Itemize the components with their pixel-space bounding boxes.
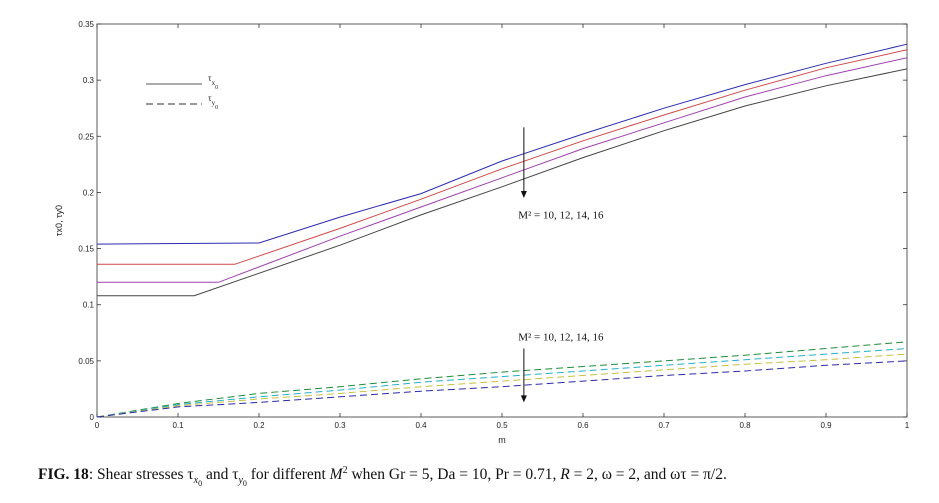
x-tick-label: 1 <box>905 421 910 430</box>
y-tick-label: 0.35 <box>78 20 94 29</box>
series-line-8 <box>96 360 908 418</box>
caption-tail: = 2, ω = 2, and ωτ = π/2. <box>569 466 727 484</box>
caption-mid1: and τ <box>202 466 239 484</box>
series-line-3 <box>97 57 908 283</box>
y-tick-label: 0.2 <box>83 188 95 197</box>
series-line-6 <box>96 348 908 418</box>
x-tick-label: 0.7 <box>658 421 670 430</box>
annotation-arrow-head <box>520 395 527 403</box>
figure-caption: FIG. 18: Shear stresses τx0 and τy0 for … <box>38 465 727 489</box>
plot-frame <box>96 23 908 418</box>
caption-mid2: for different <box>246 466 330 484</box>
x-axis-title: m <box>498 435 506 445</box>
shear-stress-chart: 0 0.1 0.2 0.3 0.4 0.5 0.6 0.7 0.8 0.9 1 0 0.05 0.1 0.1… <box>54 20 910 445</box>
annotation-m2-values: M² = 10, 12, 14, 16 <box>518 209 604 221</box>
y-axis-title: τx0, τy0 <box>54 205 64 236</box>
x-tick-label: 0.8 <box>739 421 751 430</box>
y-tick-label: 0.05 <box>78 357 94 366</box>
x-tick-label: 0 <box>95 421 100 430</box>
x-tick-label: 0.6 <box>577 421 589 430</box>
annotation-m2-values: M² = 10, 12, 14, 16 <box>518 332 604 344</box>
series-line-7 <box>96 353 908 418</box>
x-tick-label: 0.2 <box>253 421 265 430</box>
x-tick-label: 0.4 <box>415 421 427 430</box>
plot-area: 0 0.1 0.2 0.3 0.4 0.5 0.6 0.7 0.8 0.9 1 0 0.05 0.1 0.1… <box>54 20 910 445</box>
series-line-1 <box>96 43 908 245</box>
y-tick-label: 0.25 <box>78 132 94 141</box>
legend-entry-label: τy0 <box>208 93 218 111</box>
x-tick-label: 0.5 <box>496 421 508 430</box>
series-line-4 <box>97 68 908 297</box>
caption-text: : Shear stresses τ <box>88 466 194 484</box>
annotation-arrow-head <box>520 191 527 199</box>
series-line-5 <box>96 341 908 418</box>
y-tick-label: 0.1 <box>83 301 95 310</box>
legend-entry-label: τx0 <box>208 73 218 91</box>
series-line-2 <box>97 49 908 265</box>
caption-m2: M <box>329 466 343 484</box>
y-tick-label: 0.3 <box>83 76 95 85</box>
x-tick-label: 0.3 <box>334 421 346 430</box>
y-tick-label: 0 <box>90 413 95 422</box>
x-tick-label: 0.9 <box>820 421 832 430</box>
y-tick-label: 0.15 <box>78 245 94 254</box>
caption-r: R <box>560 466 570 484</box>
x-tick-label: 0.1 <box>172 421 184 430</box>
caption-rest: when Gr = 5, Da = 10, Pr = 0.71, <box>347 466 561 484</box>
caption-label: FIG. 18 <box>38 466 89 484</box>
